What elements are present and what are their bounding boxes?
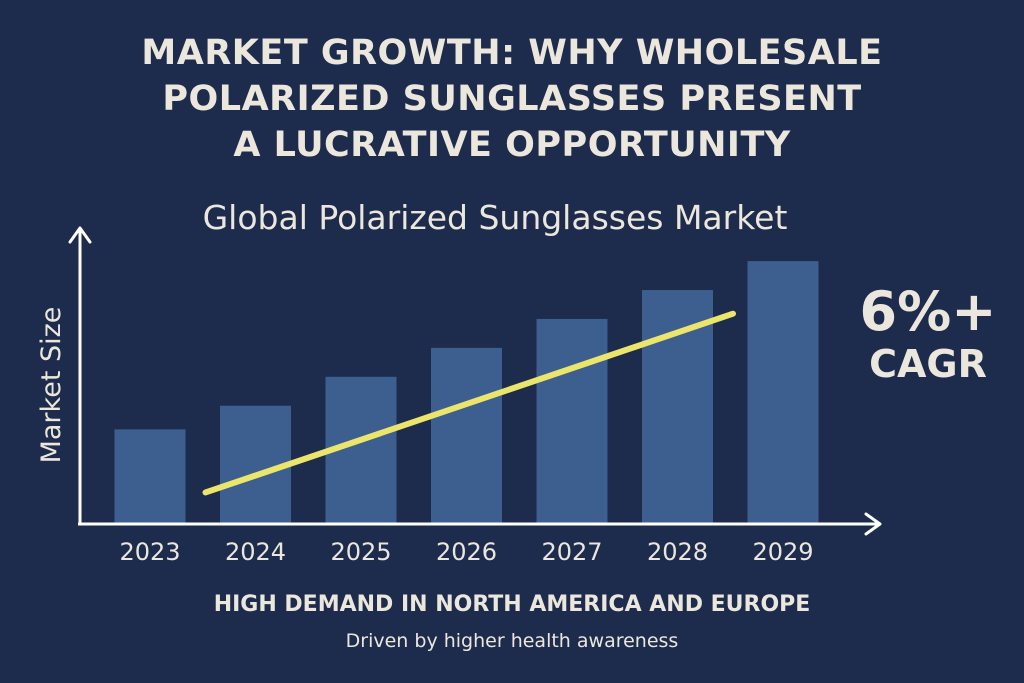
footer-title: HIGH DEMAND IN NORTH AMERICA AND EUROPE bbox=[213, 592, 811, 617]
bar-2026 bbox=[431, 347, 502, 524]
cagr-value: 6%+ bbox=[859, 280, 997, 343]
headline-line-1: MARKET GROWTH: WHY WHOLESALE bbox=[141, 33, 883, 73]
trend-layer bbox=[202, 310, 736, 496]
bar-2023 bbox=[114, 429, 186, 524]
headline-line-2: POLARIZED SUNGLASSES PRESENT bbox=[162, 79, 862, 119]
x-tick-2029: 2029 bbox=[752, 538, 813, 566]
x-tick-2024: 2024 bbox=[225, 538, 286, 566]
x-tick-2023: 2023 bbox=[119, 538, 180, 566]
axes-layer bbox=[68, 226, 882, 536]
x-tick-2028: 2028 bbox=[647, 538, 708, 566]
chart-title: Global Polarized Sunglasses Market bbox=[202, 198, 788, 237]
footer-subtitle: Driven by higher health awareness bbox=[345, 630, 679, 652]
x-axis-arrow bbox=[864, 512, 882, 536]
y-axis-label: Market Size bbox=[36, 307, 67, 464]
trend-line bbox=[202, 310, 736, 496]
cagr-callout: 6%+ CAGR bbox=[838, 280, 1018, 387]
bar-2028 bbox=[642, 290, 713, 524]
x-tick-2027: 2027 bbox=[541, 538, 602, 566]
y-axis-arrow bbox=[68, 226, 92, 244]
headline: MARKET GROWTH: WHY WHOLESALE POLARIZED S… bbox=[0, 30, 1024, 168]
bar-2029 bbox=[747, 261, 819, 524]
x-tick-labels: 2023 2024 2025 2026 2027 2028 2029 bbox=[119, 538, 813, 566]
cagr-label: CAGR bbox=[869, 342, 987, 386]
bar-2027 bbox=[536, 318, 608, 524]
x-tick-2025: 2025 bbox=[330, 538, 391, 566]
x-tick-2026: 2026 bbox=[436, 538, 497, 566]
headline-line-3: A LUCRATIVE OPPORTUNITY bbox=[233, 125, 791, 165]
